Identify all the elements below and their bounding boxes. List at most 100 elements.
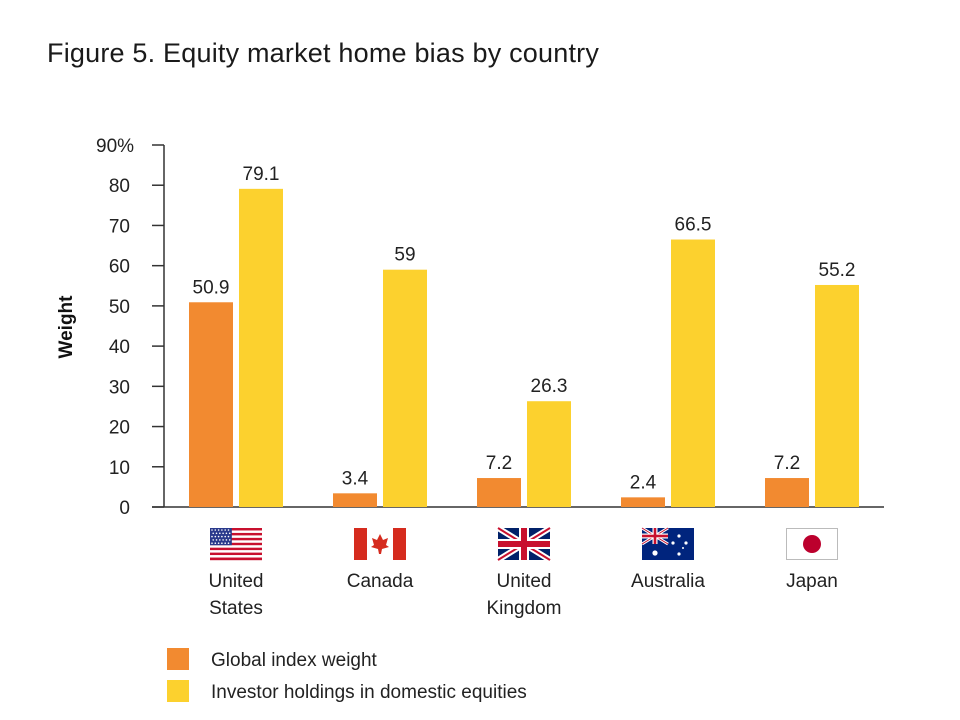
y-tick-label: 10 [109, 458, 130, 479]
bar-value-label: 7.2 [774, 453, 800, 474]
bar-value-label: 66.5 [675, 215, 712, 236]
flag-star [212, 532, 214, 535]
flag-star [677, 552, 681, 556]
flag-star [217, 535, 220, 538]
australia-flag-icon [641, 526, 694, 560]
flag-star [211, 535, 213, 538]
flag-star [211, 542, 213, 544]
flag-star [684, 541, 688, 545]
category-label: Japan [786, 571, 838, 592]
flag-star [217, 529, 220, 531]
flag-band [393, 528, 406, 560]
global-index-bar-1 [333, 493, 377, 507]
flag-star [221, 529, 223, 531]
flag-star [228, 539, 231, 541]
flag-star [224, 542, 226, 544]
flag-cross [498, 541, 550, 547]
flag-stripe [210, 545, 262, 548]
flag-star [217, 542, 220, 544]
global-index-bar-2 [477, 478, 521, 507]
y-tick-label: 70 [109, 216, 130, 237]
flag-stripe [210, 547, 262, 551]
domestic-holdings-bar-0 [239, 188, 283, 507]
flag-star [227, 529, 230, 531]
category-label: Kingdom [487, 598, 562, 619]
flag-star [211, 529, 213, 531]
flag-stripe [210, 528, 262, 531]
flag-stripe [210, 542, 262, 546]
y-tick-label: 40 [109, 337, 130, 358]
flag-star [225, 532, 228, 535]
flag-star [212, 539, 214, 541]
flag-star [214, 542, 217, 544]
y-tick-label: 50 [109, 297, 130, 318]
legend-swatch [167, 648, 189, 670]
flag-star [677, 534, 681, 538]
bar-value-label: 3.4 [342, 468, 369, 489]
flag-stripe [210, 532, 262, 536]
y-tick-label: 0 [119, 498, 130, 519]
flag-stripe [210, 555, 262, 558]
y-tick-label: 90% [96, 136, 134, 157]
domestic-holdings-bar-4 [815, 284, 859, 507]
category-label: Australia [631, 571, 705, 592]
bar-value-label: 2.4 [630, 472, 657, 493]
flag-sun [803, 535, 821, 553]
domestic-holdings-bar-3 [671, 239, 715, 507]
flag-star [221, 535, 223, 538]
flag-band [354, 528, 367, 560]
flag-stripe [210, 550, 262, 553]
bar-value-label: 50.9 [193, 277, 230, 298]
bar-value-label: 26.3 [531, 376, 568, 397]
maple-leaf [371, 534, 389, 554]
bar-value-label: 55.2 [819, 260, 856, 281]
flag-stripe [210, 557, 262, 561]
flag-star [222, 532, 224, 535]
legend-label: Investor holdings in domestic equities [211, 682, 527, 703]
flag-star [224, 535, 226, 538]
flag-star [227, 542, 230, 544]
category-label: States [209, 598, 263, 619]
legend-label: Global index weight [211, 650, 378, 671]
y-tick-label: 80 [109, 176, 130, 197]
flag-star [222, 539, 224, 541]
bar-value-label: 79.1 [243, 164, 280, 185]
category-label: United [209, 571, 264, 592]
bar-value-label: 59 [394, 245, 415, 266]
category-label: Canada [347, 571, 414, 592]
bar-value-label: 7.2 [486, 453, 512, 474]
flag-star [225, 539, 228, 541]
flag-star [219, 539, 221, 541]
flag-cross [642, 534, 668, 538]
domestic-holdings-bar-2 [527, 401, 571, 507]
canada-flag-icon [354, 528, 406, 560]
flag-star [215, 539, 218, 541]
flag-stripe [210, 537, 262, 541]
japan-flag-icon [786, 528, 838, 560]
flag-stripe [210, 540, 262, 543]
legend-swatch [167, 680, 189, 702]
flag-star [228, 532, 231, 535]
flag-star [219, 532, 221, 535]
flag-stripe [210, 535, 262, 539]
y-tick-label: 20 [109, 418, 130, 439]
flag-stripe [210, 530, 262, 534]
flag-star [682, 547, 684, 549]
chart-title: Figure 5. Equity market home bias by cou… [47, 38, 600, 68]
us-flag-icon [210, 528, 262, 561]
global-index-bar-3 [621, 497, 665, 507]
flag-canton [210, 528, 232, 546]
flag-star [214, 535, 217, 538]
y-tick-label: 60 [109, 257, 130, 278]
flag-star [224, 529, 226, 531]
flag-star [214, 529, 217, 531]
uk-flag-icon [496, 525, 552, 563]
flag-star [215, 532, 218, 535]
flag-star [671, 541, 675, 545]
flag-star [227, 535, 230, 538]
flag-star [221, 542, 223, 544]
flag-star [652, 550, 658, 556]
y-axis-title: Weight [56, 295, 77, 359]
y-tick-label: 30 [109, 377, 130, 398]
